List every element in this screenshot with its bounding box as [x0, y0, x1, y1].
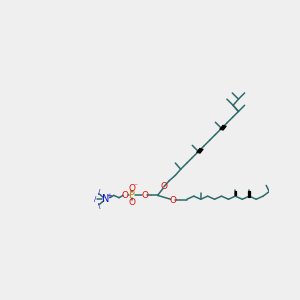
Text: O: O [129, 198, 136, 207]
Text: /: / [98, 189, 100, 195]
Text: O: O [141, 191, 148, 200]
Text: O: O [160, 182, 167, 191]
Text: ⁻: ⁻ [133, 182, 137, 191]
Text: \: \ [98, 203, 100, 209]
Text: P: P [129, 190, 135, 200]
Text: O: O [169, 196, 176, 205]
Text: /: / [94, 196, 96, 202]
Text: O: O [129, 184, 136, 193]
Text: +: + [106, 193, 112, 199]
Text: O: O [122, 191, 129, 200]
Text: N: N [102, 194, 109, 204]
